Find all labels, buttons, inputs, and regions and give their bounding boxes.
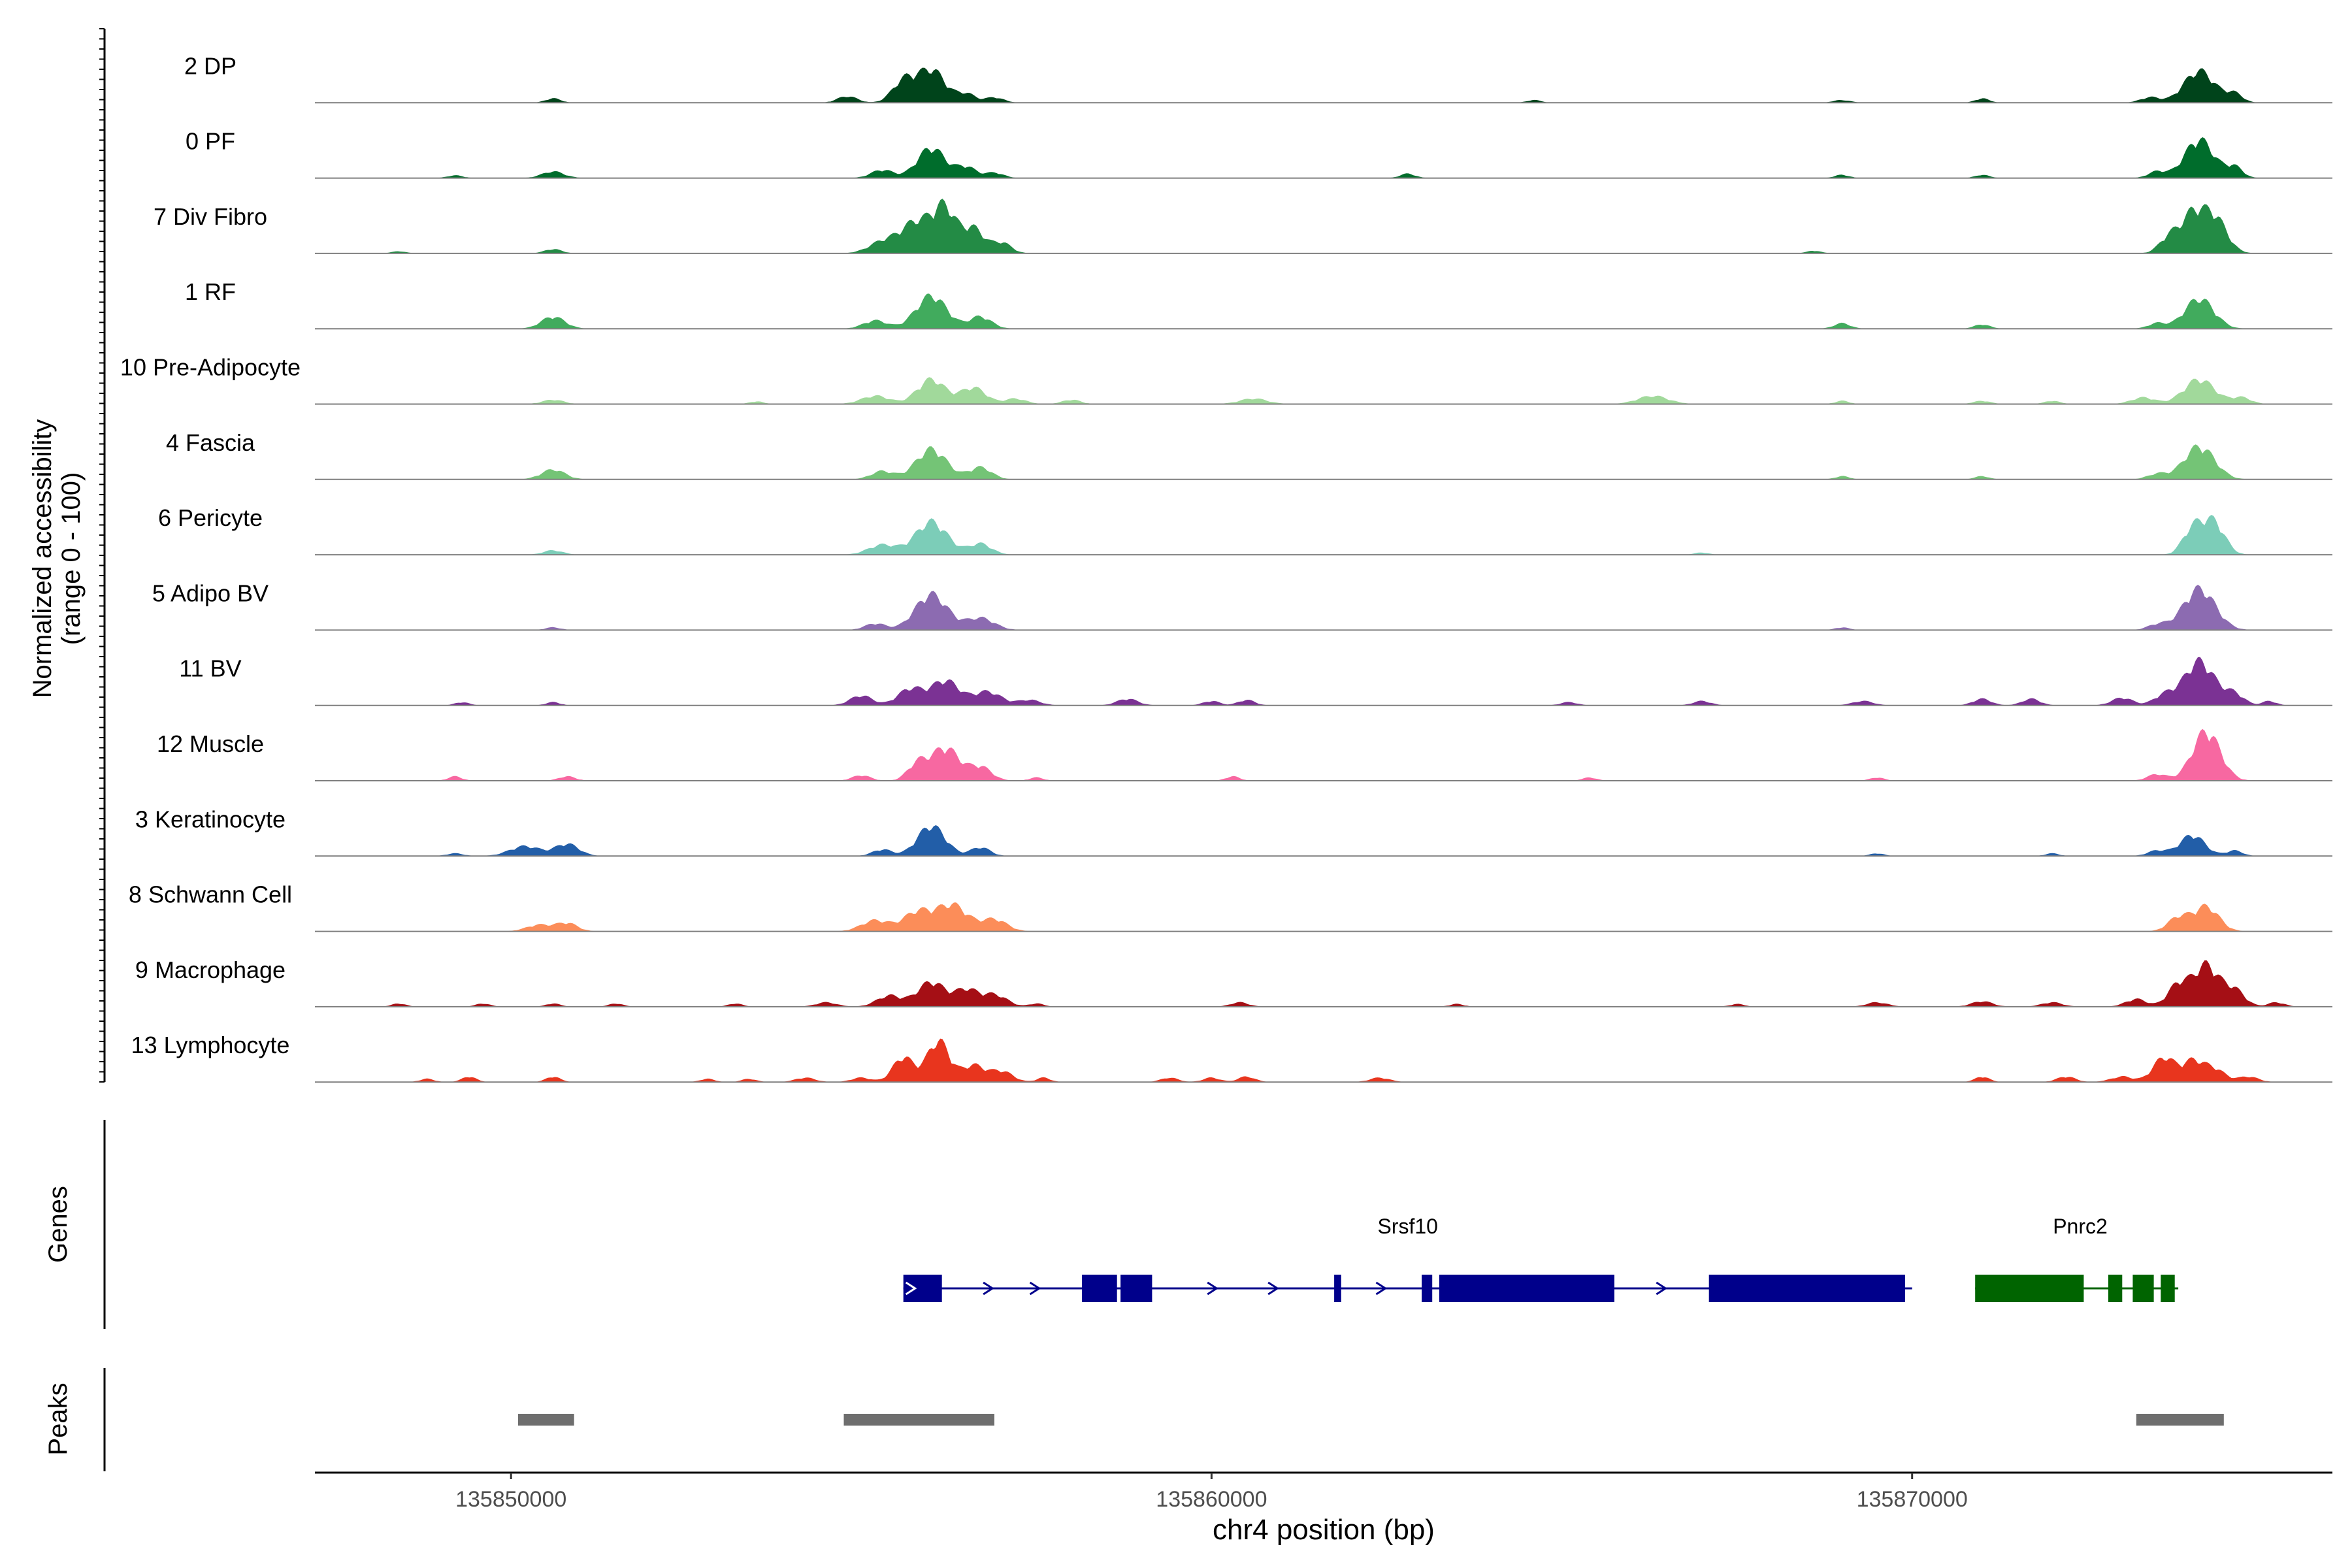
- track-coverage-area: [315, 728, 2332, 781]
- track-coverage-area: [315, 825, 2332, 857]
- track-coverage-area: [315, 137, 2332, 178]
- strand-arrow-icon: [983, 1281, 994, 1296]
- strand-arrow-icon: [1375, 1281, 1388, 1296]
- track-coverage-area: [315, 960, 2332, 1007]
- track-coverage-area: [315, 199, 2332, 253]
- track-label: 3 Keratinocyte: [135, 806, 286, 832]
- gene-exon: [1422, 1275, 1433, 1302]
- gene-exon: [1439, 1275, 1614, 1302]
- peak-region-bar: [517, 1414, 574, 1426]
- track-coverage-area: [315, 444, 2332, 480]
- gene-exon: [1334, 1275, 1341, 1302]
- y-axis-label-line2: (range 0 - 100): [57, 472, 86, 645]
- track-1: 2 DP: [184, 52, 2332, 104]
- track-label: 7 Div Fibro: [154, 203, 267, 230]
- strand-arrow-icon: [1267, 1281, 1279, 1296]
- track-9: 11 BV: [179, 655, 2332, 706]
- strand-arrow-icon: [1656, 1281, 1668, 1296]
- x-tick-label: 135860000: [1156, 1487, 1267, 1512]
- peak-region-bar: [843, 1414, 994, 1426]
- gene-label: Pnrc2: [2053, 1215, 2108, 1238]
- gene-annotation-panel: Srsf10 Pnrc2: [903, 1215, 2179, 1302]
- gene-exon: [1708, 1275, 1905, 1302]
- track-coverage-area: [315, 293, 2332, 329]
- strand-arrow-icon: [1029, 1281, 1041, 1296]
- gene-exon: [1120, 1275, 1152, 1302]
- gene-exon: [2108, 1275, 2123, 1302]
- gene-srsf10: Srsf10: [903, 1215, 1912, 1302]
- track-label: 1 RF: [185, 278, 236, 305]
- track-6: 4 Fascia: [166, 429, 2332, 480]
- track-4: 1 RF: [185, 278, 2332, 330]
- track-2: 0 PF: [186, 128, 2332, 179]
- coverage-tracks: 2 DP 0 PF 7 Div Fibro 1 RF 10 Pre-Adipocyte 4…: [120, 52, 2332, 1083]
- track-coverage-area: [315, 67, 2332, 103]
- track-label: 11 BV: [179, 655, 241, 682]
- track-coverage-area: [315, 1038, 2332, 1083]
- x-tick-label: 135870000: [1857, 1487, 1968, 1512]
- track-label: 10 Pre-Adipocyte: [120, 354, 301, 381]
- peaks-axis-label: Peaks: [44, 1382, 73, 1455]
- gene-exon: [2161, 1275, 2175, 1302]
- track-coverage-area: [315, 585, 2332, 630]
- track-10: 12 Muscle: [157, 728, 2332, 781]
- track-label: 5 Adipo BV: [152, 580, 269, 606]
- peak-region-bar: [2136, 1414, 2224, 1426]
- accessibility-y-axis: [99, 28, 106, 1083]
- track-13: 9 Macrophage: [135, 956, 2332, 1007]
- track-12: 8 Schwann Cell: [129, 881, 2332, 932]
- track-label: 0 PF: [186, 128, 235, 155]
- track-coverage-area: [315, 377, 2332, 404]
- track-3: 7 Div Fibro: [154, 199, 2332, 254]
- genes-axis-label: Genes: [44, 1186, 73, 1263]
- track-7: 6 Pericyte: [158, 504, 2332, 556]
- gene-exon: [903, 1275, 942, 1302]
- gene-pnrc2: Pnrc2: [1975, 1215, 2179, 1302]
- strand-arrow-icon: [905, 1281, 917, 1296]
- gene-exon: [2132, 1275, 2154, 1302]
- gene-exon: [1082, 1275, 1117, 1302]
- track-label: 13 Lymphocyte: [131, 1032, 290, 1058]
- track-coverage-area: [315, 515, 2332, 555]
- track-8: 5 Adipo BV: [152, 580, 2332, 631]
- gene-exon: [1975, 1275, 2084, 1302]
- track-coverage-area: [315, 657, 2332, 706]
- track-label: 12 Muscle: [157, 730, 264, 757]
- track-label: 9 Macrophage: [135, 956, 286, 983]
- x-tick-label: 135850000: [455, 1487, 566, 1512]
- track-label: 4 Fascia: [166, 429, 255, 456]
- track-14: 13 Lymphocyte: [131, 1032, 2332, 1083]
- y-axis-label-line1: Normalized accessibility: [28, 419, 57, 698]
- track-label: 8 Schwann Cell: [129, 881, 292, 908]
- track-label: 2 DP: [184, 52, 237, 79]
- track-label: 6 Pericyte: [158, 504, 263, 531]
- x-axis-label: chr4 position (bp): [1213, 1514, 1435, 1546]
- x-axis-ticks: 135850000 135860000 135870000: [455, 1473, 1968, 1512]
- track-11: 3 Keratinocyte: [135, 806, 2332, 857]
- track-coverage-area: [315, 902, 2332, 932]
- peak-regions-panel: [517, 1414, 2224, 1426]
- track-5: 10 Pre-Adipocyte: [120, 354, 2332, 405]
- strand-arrow-icon: [1207, 1281, 1219, 1296]
- gene-label: Srsf10: [1377, 1215, 1437, 1238]
